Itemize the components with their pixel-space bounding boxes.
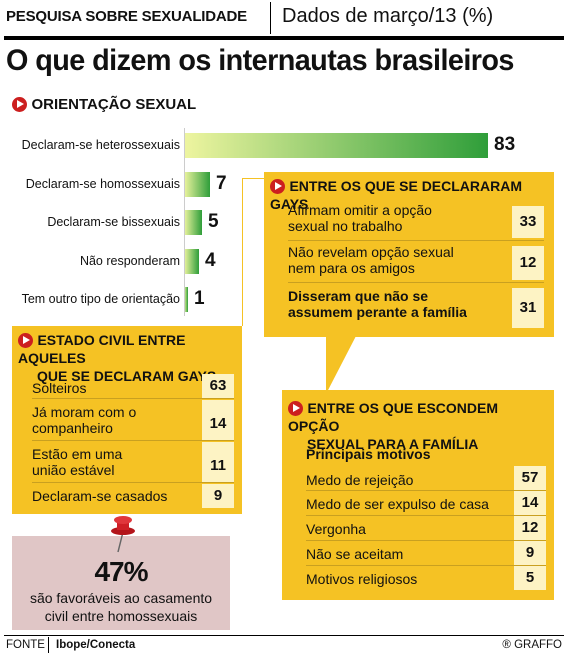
bar-value-label: 1 <box>194 288 205 309</box>
bar-label: Declaram-se heterossexuais <box>21 138 180 152</box>
family-box: ENTRE OS QUE ESCONDEM OPÇÃO SEXUAL PARA … <box>282 390 554 600</box>
highlight-text-1: são favoráveis ao casamento <box>29 590 213 606</box>
family-box-header: ENTRE OS QUE ESCONDEM OPÇÃO SEXUAL PARA … <box>288 400 550 453</box>
footer-source-label: FONTE <box>6 639 45 651</box>
civil-row-3-value: 11 <box>202 442 234 482</box>
play-arrow-icon <box>288 401 303 417</box>
header-topic: PESQUISA SOBRE SEXUALIDADE <box>6 8 247 25</box>
connector-line-top <box>242 178 264 179</box>
gays-row-3-line1: Disseram que não se <box>288 288 429 304</box>
bar-label: Declaram-se bissexuais <box>47 215 180 229</box>
header-rule <box>4 36 564 40</box>
civil-row-2-label: Já moram com o companheiro <box>32 404 136 436</box>
highlight-box: 47% são favoráveis ao casamento civil en… <box>12 536 230 630</box>
header-date: Dados de março/13 (%) <box>282 5 494 27</box>
orientation-title-text: ORIENTAÇÃO SEXUAL <box>31 96 197 113</box>
gays-row-1-line2: sexual no trabalho <box>288 218 403 234</box>
footer-credit: ® GRAFFO <box>502 639 562 651</box>
gays-row-3-value: 31 <box>512 288 544 328</box>
row-divider <box>306 540 546 541</box>
highlight-text-2: civil entre homossexuais <box>44 608 198 624</box>
family-row-1-value: 57 <box>514 466 546 490</box>
civil-row-1-value: 63 <box>202 374 234 398</box>
civil-row-1-line1: Solteiros <box>32 380 87 396</box>
footer-separator <box>48 637 49 653</box>
gays-row-1-line1: Afirmam omitir a opção <box>288 202 432 218</box>
bar-value-label: 83 <box>494 134 516 155</box>
civil-row-3-line2: união estável <box>32 462 115 478</box>
chart-baseline <box>184 128 185 316</box>
header-separator <box>270 2 271 34</box>
row-divider <box>288 282 544 283</box>
family-row-4-value: 9 <box>514 541 546 565</box>
bar-value-label: 4 <box>205 250 216 271</box>
civil-row-1-label: Solteiros <box>32 380 86 396</box>
family-row-2-value: 14 <box>514 491 546 515</box>
gays-row-3-line2: assumem perante a família <box>288 304 467 320</box>
gays-row-2-line1: Não revelam opção sexual <box>288 244 454 260</box>
family-row-5-value: 5 <box>514 566 546 590</box>
gays-row-3-label: Disseram que não se assumem perante a fa… <box>288 288 467 320</box>
family-row-4-label: Não se aceitam <box>306 546 404 562</box>
bar-label: Não responderam <box>79 254 180 268</box>
civil-box-title-2: QUE SE DECLARAM GAYS <box>37 368 217 384</box>
play-arrow-icon <box>18 333 33 349</box>
footer-rule <box>4 635 564 636</box>
family-row-1-label: Medo de rejeição <box>306 472 414 488</box>
gays-row-2-line2: nem para os amigos <box>288 260 415 276</box>
bar <box>184 210 202 235</box>
page-title: O que dizem os internautas brasileiros <box>6 44 514 77</box>
row-divider <box>32 398 234 399</box>
bar-label: Tem outro tipo de orientação <box>21 292 180 306</box>
civil-row-2-line2: companheiro <box>32 420 113 436</box>
family-subtitle: Principais motivos <box>306 446 431 462</box>
civil-box-header: ESTADO CIVIL ENTRE AQUELES QUE SE DECLAR… <box>18 332 238 385</box>
bar-value-label: 5 <box>208 211 219 232</box>
bar-value-label: 7 <box>216 173 227 194</box>
bar <box>184 249 199 274</box>
row-divider <box>288 240 544 241</box>
civil-row-4-line1: Declaram-se casados <box>32 488 168 504</box>
bar-label: Declaram-se homossexuais <box>25 177 180 191</box>
civil-box-title-1: ESTADO CIVIL ENTRE AQUELES <box>18 332 186 366</box>
gays-row-1-label: Afirmam omitir a opção sexual no trabalh… <box>288 202 432 234</box>
family-box-title-2: SEXUAL PARA A FAMÍLIA <box>307 436 479 452</box>
play-arrow-icon <box>270 179 285 195</box>
row-divider <box>306 515 546 516</box>
push-pin-icon <box>111 516 135 553</box>
row-divider <box>32 440 234 441</box>
footer-source: Ibope/Conecta <box>56 639 136 651</box>
bar <box>184 172 210 197</box>
family-row-5-label: Motivos religiosos <box>306 571 418 587</box>
civil-row-3-label: Estão em uma união estável <box>32 446 122 478</box>
gays-row-2-value: 12 <box>512 246 544 280</box>
highlight-value: 47% <box>94 556 148 587</box>
civil-row-2-line1: Já moram com o <box>32 404 137 420</box>
family-box-title-1: ENTRE OS QUE ESCONDEM OPÇÃO <box>288 400 499 434</box>
gays-box: ENTRE OS QUE SE DECLARARAM GAYS Afirmam … <box>264 172 554 337</box>
civil-row-4-value: 9 <box>202 484 234 508</box>
gays-row-2-label: Não revelam opção sexual nem para os ami… <box>288 244 454 276</box>
orientation-section-title: ORIENTAÇÃO SEXUAL <box>12 96 196 114</box>
callout-pointer <box>326 336 356 394</box>
bar <box>184 287 188 312</box>
row-divider <box>306 490 546 491</box>
row-divider <box>306 565 546 566</box>
connector-line-left <box>242 178 243 326</box>
civil-row-3-line1: Estão em uma <box>32 446 123 462</box>
bar <box>184 133 488 158</box>
row-divider <box>32 482 234 483</box>
play-arrow-icon <box>12 97 27 113</box>
civil-box: ESTADO CIVIL ENTRE AQUELES QUE SE DECLAR… <box>12 326 242 514</box>
gays-box-header: ENTRE OS QUE SE DECLARARAM GAYS <box>270 178 550 214</box>
family-row-2-label: Medo de ser expulso de casa <box>306 496 489 512</box>
gays-box-title: ENTRE OS QUE SE DECLARARAM GAYS <box>270 178 523 212</box>
gays-row-1-value: 33 <box>512 206 544 238</box>
civil-row-4-label: Declaram-se casados <box>32 488 167 504</box>
family-row-3-value: 12 <box>514 516 546 540</box>
civil-row-2-value: 14 <box>202 400 234 440</box>
family-row-3-label: Vergonha <box>306 521 366 537</box>
